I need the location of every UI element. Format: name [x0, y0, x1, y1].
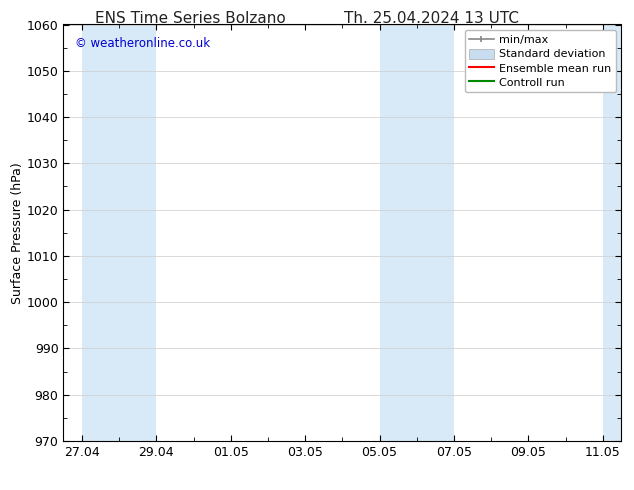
Bar — [603, 24, 621, 441]
Text: Th. 25.04.2024 13 UTC: Th. 25.04.2024 13 UTC — [344, 11, 519, 26]
Legend: min/max, Standard deviation, Ensemble mean run, Controll run: min/max, Standard deviation, Ensemble me… — [465, 30, 616, 92]
Text: © weatheronline.co.uk: © weatheronline.co.uk — [75, 37, 210, 50]
Bar — [380, 24, 454, 441]
Y-axis label: Surface Pressure (hPa): Surface Pressure (hPa) — [11, 162, 24, 304]
Bar — [82, 24, 157, 441]
Text: ENS Time Series Bolzano: ENS Time Series Bolzano — [95, 11, 285, 26]
